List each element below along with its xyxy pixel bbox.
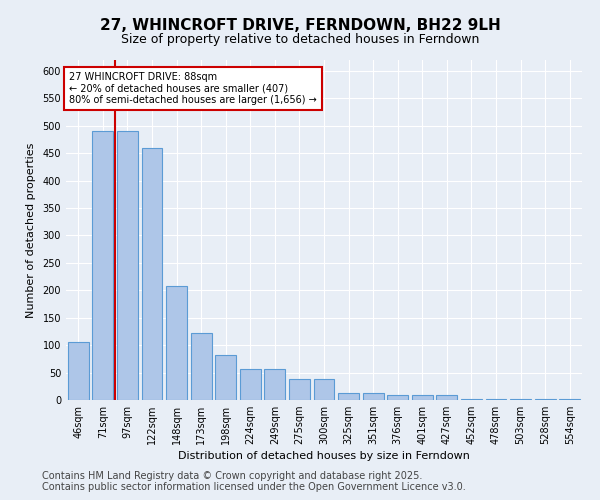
- Bar: [289, 379, 310, 400]
- Bar: [387, 394, 408, 400]
- Text: 27, WHINCROFT DRIVE, FERNDOWN, BH22 9LH: 27, WHINCROFT DRIVE, FERNDOWN, BH22 9LH: [100, 18, 500, 32]
- Bar: [117, 132, 138, 400]
- Bar: [362, 393, 383, 400]
- Bar: [461, 399, 482, 400]
- Bar: [436, 394, 457, 400]
- Bar: [166, 286, 187, 400]
- Text: Size of property relative to detached houses in Ferndown: Size of property relative to detached ho…: [121, 32, 479, 46]
- Bar: [338, 393, 359, 400]
- Bar: [265, 368, 286, 400]
- Bar: [314, 379, 334, 400]
- Bar: [191, 333, 212, 400]
- Bar: [412, 394, 433, 400]
- Bar: [559, 399, 580, 400]
- Bar: [92, 132, 113, 400]
- Text: Contains HM Land Registry data © Crown copyright and database right 2025.
Contai: Contains HM Land Registry data © Crown c…: [42, 471, 466, 492]
- Text: 27 WHINCROFT DRIVE: 88sqm
← 20% of detached houses are smaller (407)
80% of semi: 27 WHINCROFT DRIVE: 88sqm ← 20% of detac…: [69, 72, 317, 106]
- Bar: [535, 399, 556, 400]
- Bar: [215, 355, 236, 400]
- Bar: [510, 399, 531, 400]
- Bar: [142, 148, 163, 400]
- X-axis label: Distribution of detached houses by size in Ferndown: Distribution of detached houses by size …: [178, 452, 470, 462]
- Bar: [485, 399, 506, 400]
- Bar: [240, 368, 261, 400]
- Y-axis label: Number of detached properties: Number of detached properties: [26, 142, 35, 318]
- Bar: [68, 342, 89, 400]
